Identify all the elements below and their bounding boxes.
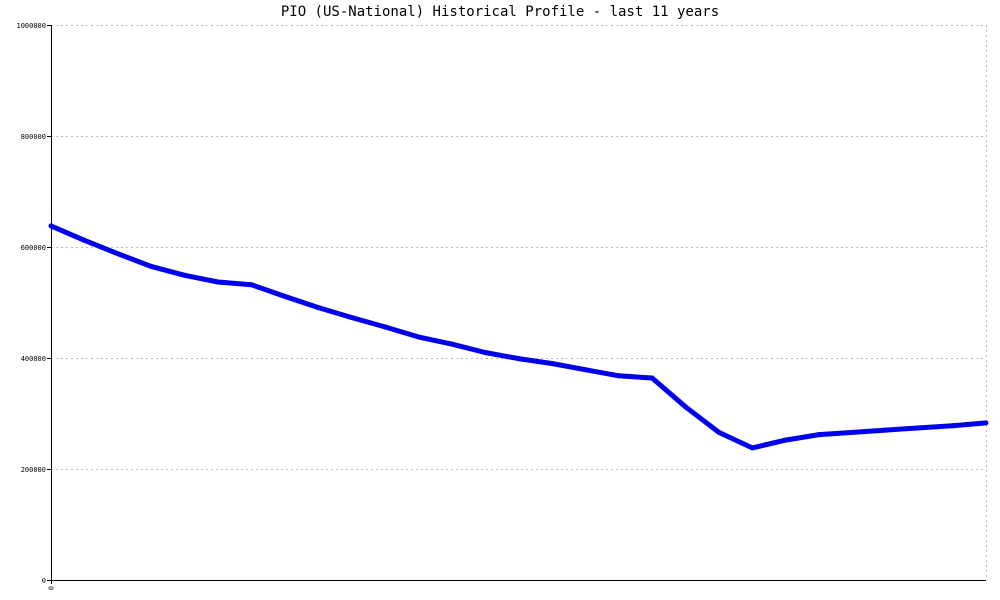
y-tick-label: 600000 [21, 244, 46, 252]
data-point [115, 251, 121, 257]
data-point [415, 334, 421, 340]
data-point [716, 429, 722, 435]
data-point [215, 279, 221, 285]
data-point [382, 324, 388, 330]
data-point [683, 404, 688, 410]
data-point [883, 427, 889, 433]
y-tick-label: 0 [42, 577, 46, 585]
data-point [582, 367, 588, 373]
x-axis-ticks: 0 [48, 580, 56, 590]
y-axis-ticks: 0 200000 400000 600000 800000 1000000 [16, 22, 51, 585]
data-point [849, 429, 855, 435]
data-point [783, 437, 789, 443]
y-tick-label: 200000 [21, 466, 46, 474]
data-point [48, 223, 54, 229]
data-point [349, 315, 354, 320]
data-point [449, 341, 455, 347]
data-point [616, 373, 622, 379]
y-tick-label: 800000 [21, 133, 46, 141]
data-point [649, 375, 655, 381]
data-point [81, 237, 87, 243]
axes [51, 25, 986, 581]
data-point [482, 350, 488, 355]
x-tick-label: 0 [48, 586, 56, 590]
data-point [248, 282, 254, 288]
y-tick-label: 400000 [21, 355, 46, 363]
data-point [816, 432, 822, 438]
chart-title: PIO (US-National) Historical Profile - l… [280, 4, 720, 20]
data-point [983, 420, 989, 426]
data-point [549, 361, 555, 366]
y-tick-label: 1000000 [16, 22, 46, 30]
series [48, 223, 989, 451]
data-point [148, 263, 154, 269]
gridlines [51, 25, 987, 580]
data-point [516, 356, 521, 362]
data-point [182, 272, 188, 278]
data-point [315, 305, 321, 310]
series-line [50, 223, 987, 451]
data-point [749, 445, 755, 451]
data-point [916, 425, 922, 431]
data-point [950, 423, 956, 429]
data-point [282, 293, 288, 299]
